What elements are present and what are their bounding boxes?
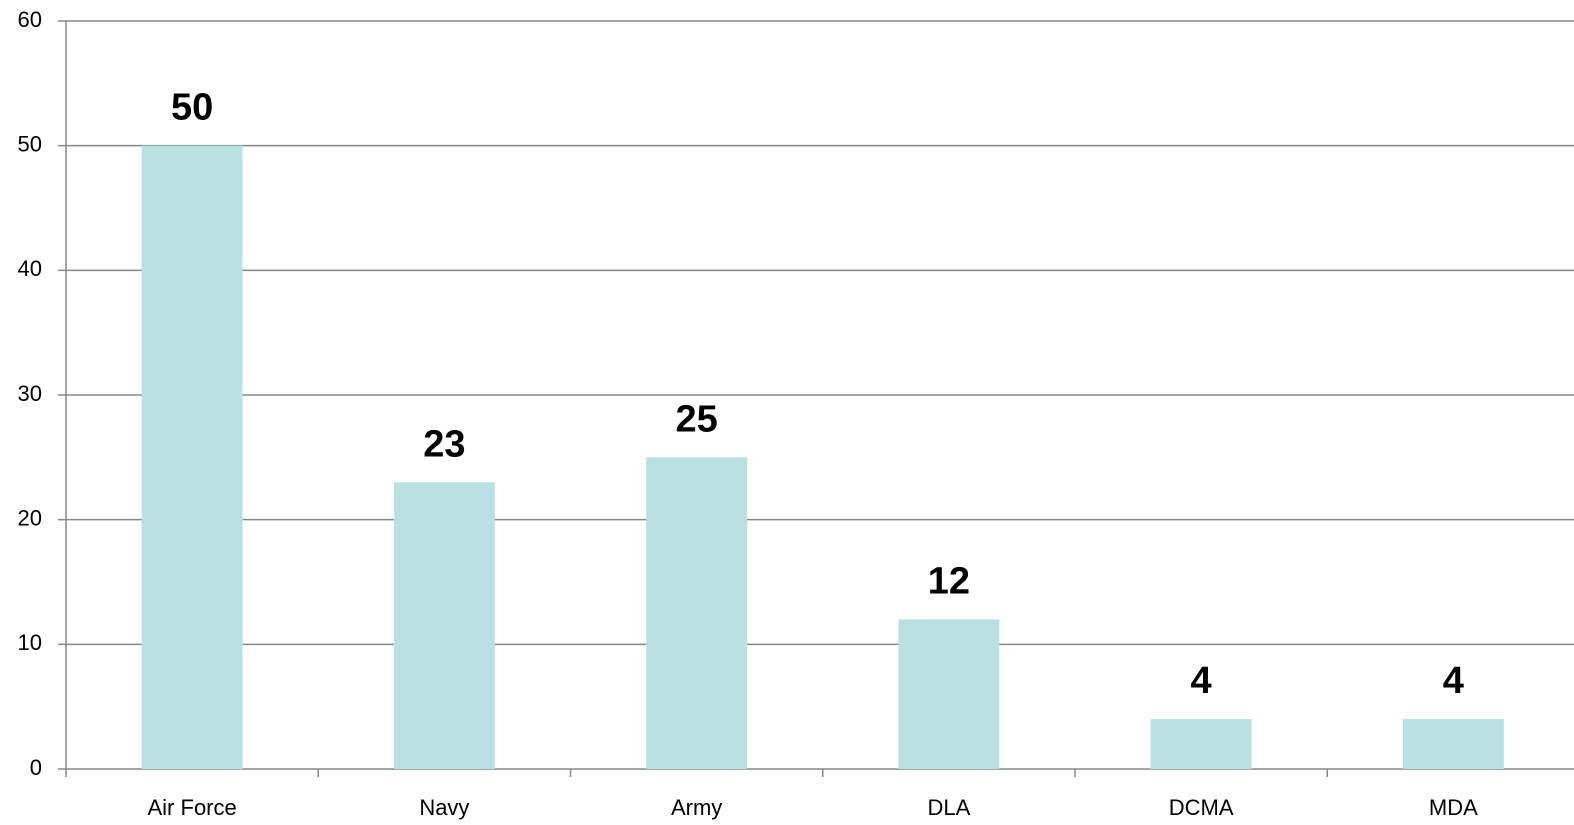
bar — [393, 482, 495, 769]
bar — [141, 145, 243, 769]
data-label: 12 — [928, 560, 970, 602]
x-tick-label: Navy — [419, 795, 469, 820]
data-label: 25 — [675, 398, 717, 440]
data-label: 4 — [1191, 660, 1212, 702]
y-tick-label: 0 — [30, 755, 42, 780]
y-tick-label: 30 — [18, 381, 42, 406]
y-tick-label: 60 — [18, 7, 42, 32]
bar — [1402, 719, 1504, 769]
x-tick-label: DLA — [927, 795, 970, 820]
bar — [898, 619, 1000, 769]
bar — [646, 457, 748, 769]
y-tick-label: 50 — [18, 131, 42, 156]
data-label: 50 — [171, 87, 213, 129]
y-tick-label: 20 — [18, 505, 42, 530]
x-tick-label: Air Force — [148, 795, 237, 820]
y-tick-label: 40 — [18, 256, 42, 281]
bar — [1150, 719, 1252, 769]
data-label: 4 — [1443, 660, 1464, 702]
x-tick-label: Army — [671, 795, 722, 820]
x-tick-label: MDA — [1429, 795, 1478, 820]
data-label: 23 — [423, 423, 465, 465]
y-tick-label: 10 — [18, 630, 42, 655]
x-tick-label: DCMA — [1169, 795, 1234, 820]
